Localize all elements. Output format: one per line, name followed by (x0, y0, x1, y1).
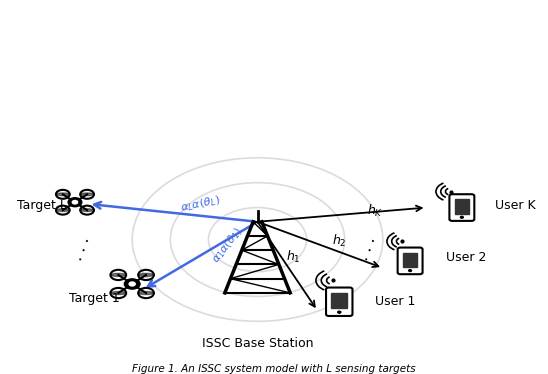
Bar (332, 293, 347, 309)
Bar (403, 253, 418, 267)
Circle shape (338, 311, 341, 313)
Text: $h_1$: $h_1$ (286, 249, 300, 266)
Ellipse shape (80, 209, 94, 211)
Text: ISSC Base Station: ISSC Base Station (202, 337, 313, 350)
Circle shape (72, 200, 78, 204)
FancyBboxPatch shape (398, 248, 423, 274)
Ellipse shape (56, 193, 70, 196)
Text: · · ·: · · · (75, 236, 97, 264)
Text: User 2: User 2 (446, 251, 486, 264)
Circle shape (409, 270, 412, 272)
Circle shape (124, 279, 140, 289)
Ellipse shape (138, 273, 154, 276)
Text: Target L: Target L (18, 199, 67, 212)
Text: $\alpha_L\alpha(\theta_L)$: $\alpha_L\alpha(\theta_L)$ (179, 193, 221, 215)
Text: $h_K$: $h_K$ (367, 203, 383, 219)
Text: Figure 1. An ISSC system model with L sensing targets: Figure 1. An ISSC system model with L se… (132, 364, 416, 374)
FancyBboxPatch shape (326, 288, 352, 316)
Circle shape (460, 216, 463, 218)
Text: User 1: User 1 (375, 295, 415, 308)
FancyBboxPatch shape (449, 194, 475, 221)
Circle shape (68, 198, 82, 207)
Ellipse shape (80, 193, 94, 196)
Text: User K: User K (494, 199, 535, 212)
Text: Target 1: Target 1 (68, 292, 119, 305)
Text: · · ·: · · · (361, 236, 383, 264)
Bar (454, 199, 469, 214)
Circle shape (129, 282, 135, 286)
Ellipse shape (56, 209, 70, 211)
Ellipse shape (111, 273, 126, 276)
Text: $h_2$: $h_2$ (332, 233, 346, 249)
Ellipse shape (111, 291, 126, 295)
Ellipse shape (138, 291, 154, 295)
Text: $\alpha_1\alpha(\theta_1)$: $\alpha_1\alpha(\theta_1)$ (209, 224, 246, 266)
